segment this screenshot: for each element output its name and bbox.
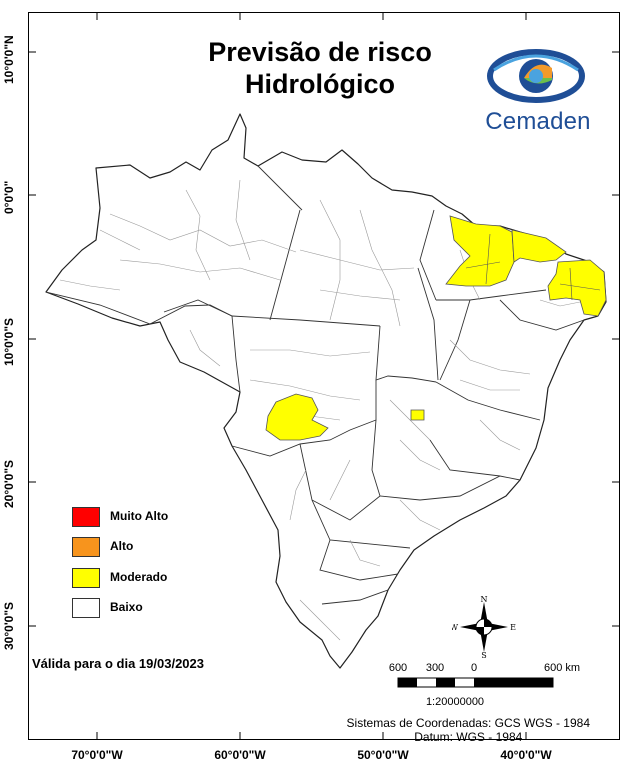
scale-label-0: 0 (470, 662, 478, 674)
region-borders (59, 179, 591, 641)
risk-area-ceara (511, 229, 567, 263)
scale-bar: 600 300 0 600 km (389, 662, 596, 712)
logo-text: Cemaden (485, 108, 591, 135)
frame-ticks (28, 12, 620, 740)
legend-label: Alto (110, 539, 134, 553)
east-label: E (510, 623, 516, 632)
state-borders (45, 165, 585, 605)
scale-label-600-left: 600 (388, 662, 408, 674)
legend-item-baixo: Baixo (72, 598, 272, 618)
cemaden-logo (487, 49, 585, 103)
lon-label-40w: 40°0'0"W (500, 748, 552, 762)
legend-swatch (72, 598, 100, 618)
risk-area-maranhao-piaui (445, 215, 515, 287)
legend-swatch (72, 537, 100, 557)
north-label: N (481, 596, 488, 604)
legend-item-muito-alto: Muito Alto (72, 507, 272, 527)
valid-date: Válida para o dia 19/03/2023 (32, 656, 204, 671)
legend-item-alto: Alto (72, 537, 272, 557)
coordinate-system: Sistemas de Coordenadas: GCS WGS - 1984 … (347, 716, 590, 744)
scale-ratio: 1:20000000 (425, 696, 485, 708)
moderate-risk-areas (265, 215, 607, 441)
legend-label: Moderado (110, 570, 168, 584)
scale-bar-graphic (397, 677, 554, 688)
datum-line: Datum: WGS - 1984 (414, 730, 523, 744)
north-arrow-icon: N S W E (452, 596, 516, 658)
lon-label-60w: 60°0'0"W (214, 748, 266, 762)
map-title: Previsão de risco Hidrológico (150, 36, 490, 100)
legend-label: Baixo (110, 600, 143, 614)
risk-area-rn-pb (547, 259, 607, 317)
south-label: S (481, 651, 486, 658)
west-label: W (452, 623, 459, 632)
legend-label: Muito Alto (110, 509, 169, 523)
coordinate-system-line: Sistemas de Coordenadas: GCS WGS - 1984 (346, 716, 590, 730)
risk-area-mato-grosso (265, 393, 329, 441)
scale-label-600-km: 600 km (543, 662, 581, 674)
legend-swatch (72, 507, 100, 527)
risk-area-goias (410, 409, 425, 421)
lon-label-70w: 70°0'0"W (71, 748, 123, 762)
legend-item-moderado: Moderado (72, 568, 272, 588)
title-line-2: Hidrológico (245, 69, 395, 99)
title-line-1: Previsão de risco (208, 37, 432, 67)
lon-label-50w: 50°0'0"W (357, 748, 409, 762)
legend-swatch (72, 568, 100, 588)
scale-label-300: 300 (425, 662, 445, 674)
